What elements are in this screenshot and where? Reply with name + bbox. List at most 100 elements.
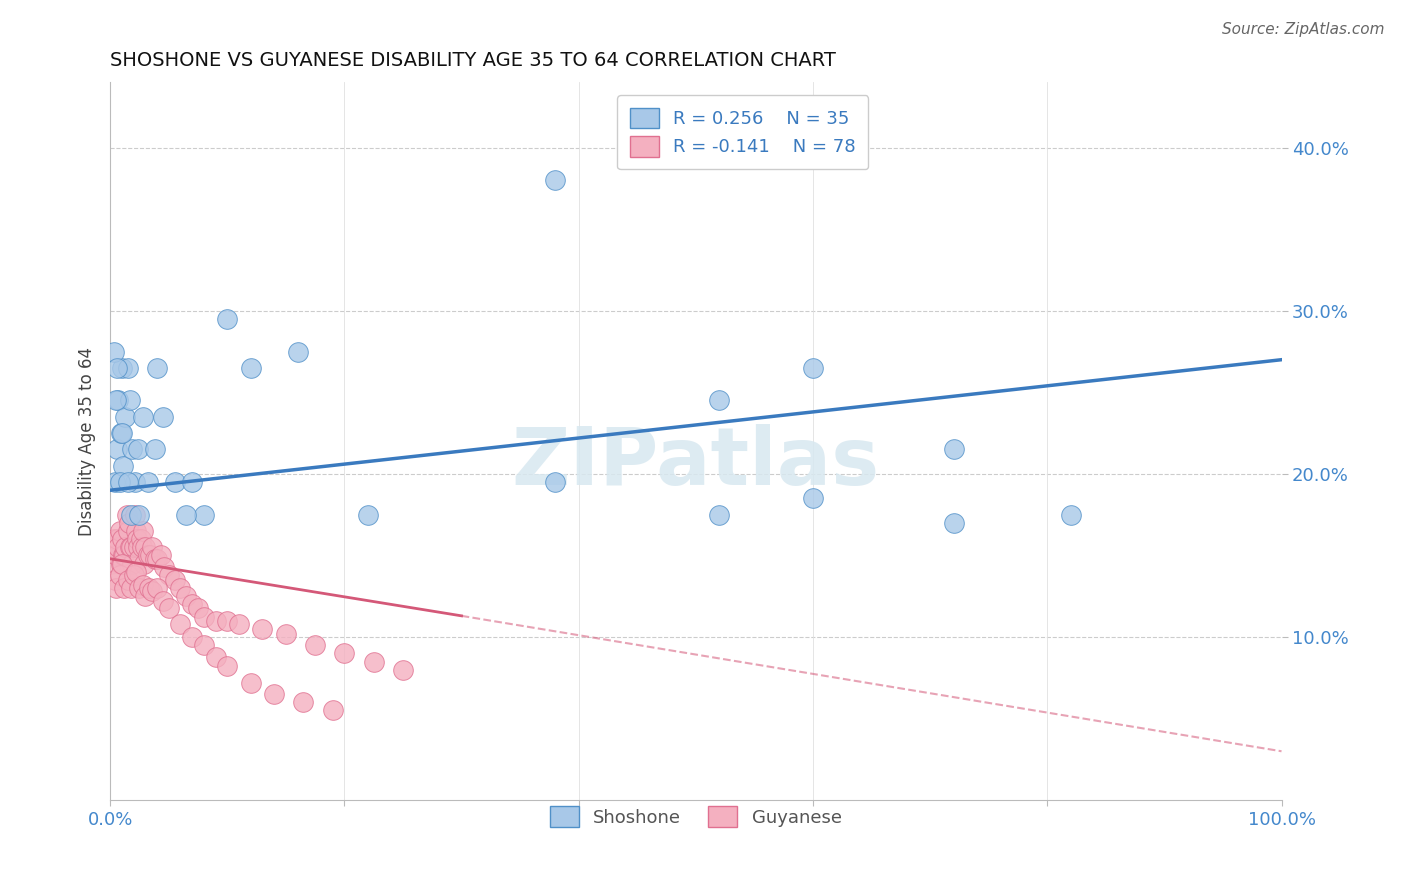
Point <box>128 581 150 595</box>
Point <box>110 557 132 571</box>
Point <box>131 541 153 555</box>
Point <box>108 475 131 489</box>
Point <box>163 475 186 489</box>
Point <box>125 524 148 538</box>
Point <box>128 508 150 522</box>
Point <box>146 581 169 595</box>
Point <box>544 173 567 187</box>
Point <box>105 581 128 595</box>
Point <box>103 344 125 359</box>
Point <box>114 409 136 424</box>
Point <box>152 594 174 608</box>
Point <box>252 622 274 636</box>
Point <box>1060 508 1083 522</box>
Point <box>112 458 135 473</box>
Point <box>108 524 131 538</box>
Point <box>122 568 145 582</box>
Point <box>801 360 824 375</box>
Point <box>292 695 315 709</box>
Point <box>105 360 128 375</box>
Point <box>274 627 297 641</box>
Point <box>942 442 965 457</box>
Point <box>134 557 156 571</box>
Point <box>333 646 356 660</box>
Point <box>357 508 380 522</box>
Point <box>104 573 127 587</box>
Point <box>114 541 136 555</box>
Point <box>127 541 149 555</box>
Point <box>181 598 204 612</box>
Point <box>132 524 155 538</box>
Point <box>134 541 156 555</box>
Point <box>101 541 124 555</box>
Point <box>111 426 134 441</box>
Point <box>112 549 135 563</box>
Point <box>100 557 122 571</box>
Point <box>122 541 145 555</box>
Point <box>117 524 139 538</box>
Point <box>125 565 148 579</box>
Point <box>176 589 198 603</box>
Point <box>139 549 162 563</box>
Point <box>143 551 166 566</box>
Point <box>107 393 129 408</box>
Point <box>322 704 344 718</box>
Text: Source: ZipAtlas.com: Source: ZipAtlas.com <box>1222 22 1385 37</box>
Point <box>117 360 139 375</box>
Point <box>217 614 239 628</box>
Point <box>193 638 215 652</box>
Point <box>111 557 134 571</box>
Point <box>187 600 209 615</box>
Point <box>169 581 191 595</box>
Point <box>287 344 309 359</box>
Point <box>141 584 163 599</box>
Point <box>120 508 142 522</box>
Point <box>120 393 142 408</box>
Point <box>544 475 567 489</box>
Point <box>136 475 159 489</box>
Point <box>121 557 143 571</box>
Point <box>127 532 149 546</box>
Point <box>132 578 155 592</box>
Point <box>146 551 169 566</box>
Point <box>239 675 262 690</box>
Point <box>105 393 128 408</box>
Point <box>120 541 142 555</box>
Point <box>204 614 226 628</box>
Point <box>120 541 142 555</box>
Point <box>263 687 285 701</box>
Point <box>204 649 226 664</box>
Point <box>120 581 142 595</box>
Point <box>107 541 129 555</box>
Point <box>176 508 198 522</box>
Point <box>110 426 132 441</box>
Point <box>136 549 159 563</box>
Point <box>117 573 139 587</box>
Text: ZIPatlas: ZIPatlas <box>512 424 880 502</box>
Point <box>239 360 262 375</box>
Point <box>942 516 965 530</box>
Point <box>129 532 152 546</box>
Point <box>181 630 204 644</box>
Point <box>217 312 239 326</box>
Point <box>127 442 149 457</box>
Point <box>801 491 824 506</box>
Text: SHOSHONE VS GUYANESE DISABILITY AGE 35 TO 64 CORRELATION CHART: SHOSHONE VS GUYANESE DISABILITY AGE 35 T… <box>110 51 837 70</box>
Point <box>163 573 186 587</box>
Point <box>105 532 128 546</box>
Point <box>103 532 125 546</box>
Point <box>121 442 143 457</box>
Point <box>141 541 163 555</box>
Point <box>157 600 180 615</box>
Point <box>132 409 155 424</box>
Point <box>138 581 160 595</box>
Point <box>105 549 128 563</box>
Point <box>709 508 731 522</box>
Legend: Shoshone, Guyanese: Shoshone, Guyanese <box>543 799 849 834</box>
Point <box>709 393 731 408</box>
Point <box>169 617 191 632</box>
Point <box>363 655 385 669</box>
Point <box>152 409 174 424</box>
Y-axis label: Disability Age 35 to 64: Disability Age 35 to 64 <box>79 347 96 536</box>
Point <box>153 560 176 574</box>
